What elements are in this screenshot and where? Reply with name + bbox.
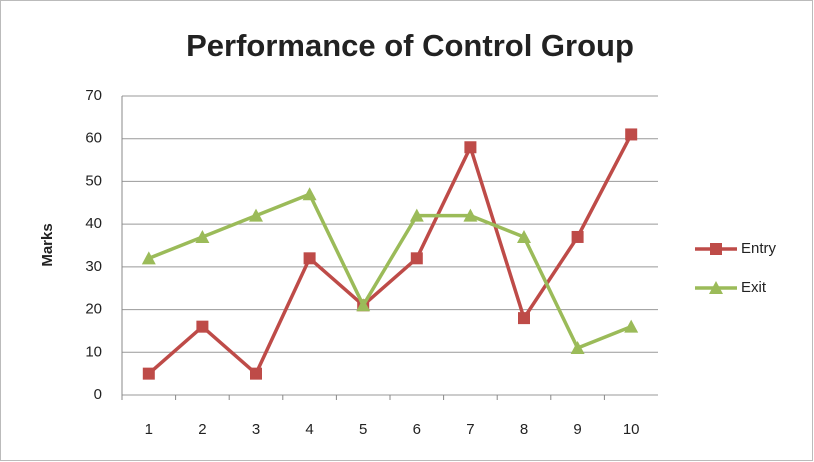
series-line xyxy=(148,192,632,351)
marker xyxy=(710,243,722,255)
y-tick-label: 0 xyxy=(94,386,102,403)
marker xyxy=(249,208,263,222)
y-tick-label: 30 xyxy=(85,258,102,275)
marker xyxy=(410,252,423,265)
marker xyxy=(303,252,316,265)
x-tick-label: 10 xyxy=(623,421,640,438)
marker xyxy=(571,230,584,243)
marker xyxy=(463,208,478,222)
y-tick-label: 50 xyxy=(85,172,102,189)
marker xyxy=(570,341,585,355)
x-tick-label: 9 xyxy=(573,421,581,438)
legend-label: Entry xyxy=(741,240,777,257)
legend-label: Exit xyxy=(741,279,767,296)
x-tick-label: 1 xyxy=(145,421,153,438)
marker xyxy=(709,281,723,294)
x-tick-label: 6 xyxy=(413,421,421,438)
marker xyxy=(624,319,639,333)
marker xyxy=(250,367,262,380)
marker xyxy=(625,128,638,141)
marker xyxy=(196,320,209,333)
y-tick-label: 10 xyxy=(85,343,102,360)
y-tick-label: 20 xyxy=(85,301,102,318)
marker xyxy=(464,141,477,154)
marker xyxy=(302,187,317,201)
y-tick-label: 40 xyxy=(85,215,102,232)
y-axis-label: Marks xyxy=(39,223,56,266)
x-tick-label: 5 xyxy=(359,421,367,438)
x-tick-label: 8 xyxy=(520,421,528,438)
marker xyxy=(518,312,530,325)
marker xyxy=(409,208,424,222)
marker xyxy=(195,229,210,243)
chart-title: Performance of Control Group xyxy=(186,28,634,63)
y-tick-label: 60 xyxy=(85,130,102,147)
marker xyxy=(356,298,371,312)
x-tick-label: 7 xyxy=(466,421,474,438)
y-tick-label: 70 xyxy=(85,87,102,104)
x-tick-label: 4 xyxy=(305,421,313,438)
series-line xyxy=(147,133,633,377)
marker xyxy=(517,229,531,243)
x-tick-label: 2 xyxy=(198,421,206,438)
marker xyxy=(141,251,156,265)
marker xyxy=(142,367,155,380)
x-tick-label: 3 xyxy=(252,421,260,438)
